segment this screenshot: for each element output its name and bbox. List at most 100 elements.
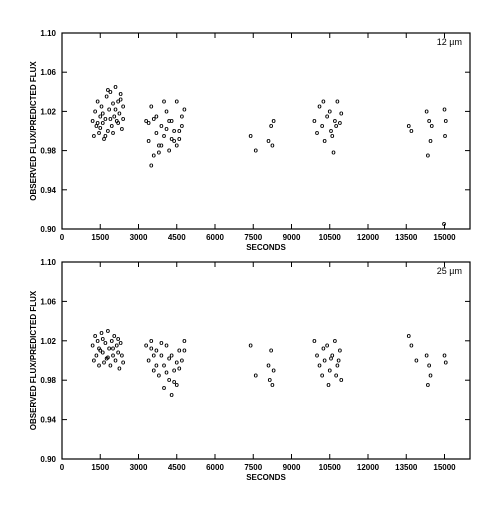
data-point: o bbox=[94, 123, 98, 130]
plot-frame bbox=[61, 32, 471, 230]
data-point: o bbox=[120, 353, 124, 360]
data-point: o bbox=[112, 333, 116, 340]
data-point: o bbox=[269, 123, 273, 130]
data-point: o bbox=[167, 148, 171, 155]
data-point: o bbox=[154, 348, 158, 355]
data-point: o bbox=[120, 126, 124, 133]
y-tick-label: 0.94 bbox=[40, 416, 56, 425]
data-point: o bbox=[106, 328, 110, 335]
data-point: o bbox=[159, 143, 163, 150]
data-point: o bbox=[92, 133, 96, 140]
data-point: o bbox=[149, 346, 153, 353]
x-tick-label: 13500 bbox=[395, 463, 418, 472]
data-point: o bbox=[110, 123, 114, 130]
data-point: o bbox=[330, 133, 334, 140]
data-point: o bbox=[317, 104, 321, 111]
data-point: o bbox=[149, 104, 153, 111]
data-point: o bbox=[180, 113, 184, 120]
data-point: o bbox=[409, 128, 413, 135]
data-point: o bbox=[270, 382, 274, 389]
data-point: o bbox=[157, 143, 161, 150]
data-point: o bbox=[414, 358, 418, 365]
data-point: o bbox=[162, 362, 166, 369]
data-point: o bbox=[119, 340, 123, 347]
data-point: o bbox=[338, 348, 342, 355]
data-point: o bbox=[103, 116, 107, 123]
data-point: o bbox=[144, 343, 148, 350]
data-point: o bbox=[103, 133, 107, 140]
data-point: o bbox=[272, 118, 276, 125]
data-point: o bbox=[154, 130, 158, 137]
data-point: o bbox=[104, 356, 108, 363]
data-point: o bbox=[175, 382, 179, 389]
x-tick-label: 1500 bbox=[91, 233, 109, 242]
data-point: o bbox=[106, 87, 110, 94]
data-point: o bbox=[159, 123, 163, 130]
y-tick-label: 1.06 bbox=[40, 297, 56, 306]
data-point: o bbox=[177, 365, 181, 372]
data-point: o bbox=[333, 118, 337, 125]
data-point: o bbox=[330, 353, 334, 360]
data-point: o bbox=[152, 353, 156, 360]
data-point: o bbox=[147, 138, 151, 145]
data-point: o bbox=[425, 108, 429, 115]
data-point: o bbox=[116, 350, 120, 357]
data-point: o bbox=[103, 340, 107, 347]
data-point: o bbox=[113, 106, 117, 113]
data-point: o bbox=[254, 372, 258, 379]
x-tick-label: 12000 bbox=[357, 463, 380, 472]
data-point: o bbox=[116, 99, 120, 106]
data-point: o bbox=[152, 367, 156, 374]
data-point: o bbox=[157, 372, 161, 379]
data-point: o bbox=[164, 369, 168, 376]
data-point: o bbox=[337, 358, 341, 365]
data-point: o bbox=[113, 84, 117, 91]
x-tick-label: 6000 bbox=[206, 463, 224, 472]
data-point: o bbox=[315, 353, 319, 360]
data-point: o bbox=[115, 343, 119, 350]
data-point: o bbox=[162, 385, 166, 392]
y-tick-label: 0.98 bbox=[40, 147, 56, 156]
data-point: o bbox=[249, 133, 253, 140]
y-axis-title: OBSERVED FLUX/PREDICTED FLUX bbox=[29, 61, 38, 201]
data-point: o bbox=[425, 353, 429, 360]
data-point: o bbox=[407, 123, 411, 130]
data-point: o bbox=[167, 356, 171, 363]
data-point: o bbox=[116, 336, 120, 343]
y-tick-label: 1.02 bbox=[40, 107, 56, 116]
data-point: o bbox=[339, 377, 343, 384]
x-tick-label: 0 bbox=[60, 463, 65, 472]
data-point: o bbox=[101, 120, 105, 127]
data-point: o bbox=[334, 123, 338, 130]
data-point: o bbox=[269, 348, 273, 355]
data-point: o bbox=[426, 382, 430, 389]
data-point: o bbox=[106, 128, 110, 135]
data-point: o bbox=[312, 118, 316, 125]
data-point: o bbox=[111, 346, 115, 353]
data-point: o bbox=[108, 362, 112, 369]
data-point: o bbox=[326, 382, 330, 389]
data-point: o bbox=[111, 101, 115, 108]
data-point: o bbox=[104, 94, 108, 101]
data-point: o bbox=[333, 338, 337, 345]
data-point: o bbox=[170, 392, 174, 399]
data-point: o bbox=[427, 118, 431, 125]
x-tick-label: 3000 bbox=[130, 233, 148, 242]
y-tick-label: 1.10 bbox=[40, 29, 56, 38]
data-point: o bbox=[427, 362, 431, 369]
y-tick-label: 0.90 bbox=[40, 455, 56, 464]
data-point: o bbox=[323, 138, 327, 145]
data-point: o bbox=[164, 343, 168, 350]
data-point: o bbox=[93, 333, 97, 340]
x-tick-label: 3000 bbox=[130, 463, 148, 472]
chart-panel-2: 0.90 0.94 0.98 1.02 1.06 1.10 0 1500 3000 4500 600… bbox=[29, 258, 471, 482]
x-axis-title: SECONDS bbox=[246, 473, 286, 482]
x-tick-label: 10500 bbox=[319, 233, 342, 242]
data-point: o bbox=[101, 336, 105, 343]
data-point: o bbox=[96, 120, 100, 127]
data-point: o bbox=[97, 362, 101, 369]
data-point: o bbox=[115, 118, 119, 125]
data-point: o bbox=[154, 113, 158, 120]
data-point: o bbox=[272, 367, 276, 374]
